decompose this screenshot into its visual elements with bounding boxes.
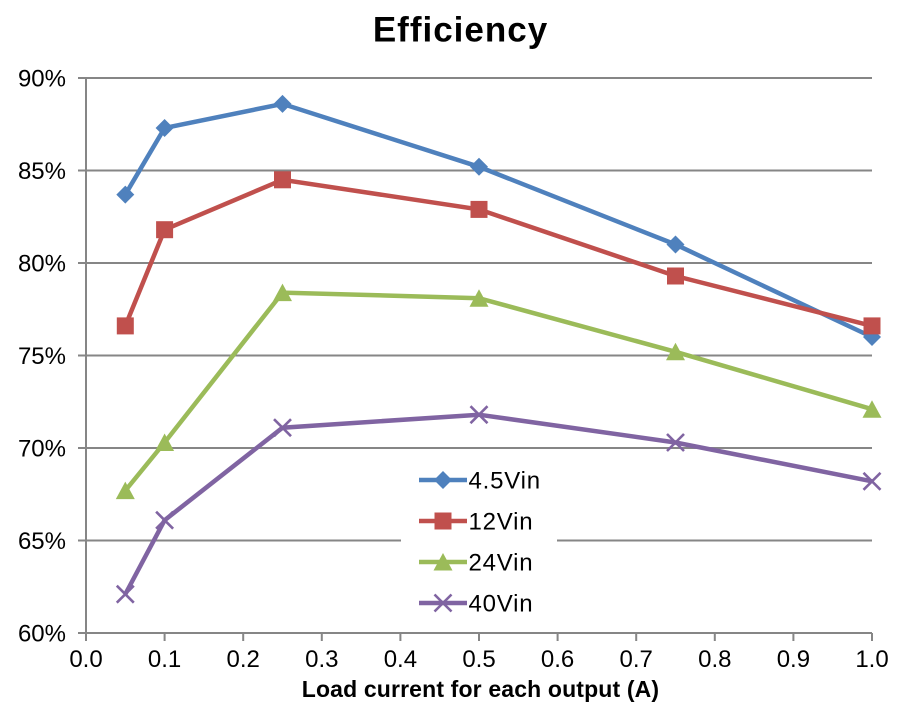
svg-text:85%: 85% bbox=[18, 158, 66, 185]
svg-text:65%: 65% bbox=[18, 528, 66, 555]
svg-text:0.8: 0.8 bbox=[698, 646, 731, 673]
svg-text:90%: 90% bbox=[18, 66, 66, 93]
svg-text:75%: 75% bbox=[18, 343, 66, 370]
svg-text:0.1: 0.1 bbox=[148, 646, 181, 673]
svg-text:0.6: 0.6 bbox=[541, 646, 574, 673]
svg-text:0.5: 0.5 bbox=[462, 646, 495, 673]
svg-text:0.4: 0.4 bbox=[384, 646, 417, 673]
svg-text:40Vin: 40Vin bbox=[469, 591, 534, 618]
svg-text:4.5Vin: 4.5Vin bbox=[469, 468, 541, 495]
svg-text:24Vin: 24Vin bbox=[469, 550, 534, 577]
svg-text:0.2: 0.2 bbox=[227, 646, 260, 673]
svg-text:Efficiency: Efficiency bbox=[373, 11, 548, 50]
svg-text:1.0: 1.0 bbox=[855, 646, 888, 673]
svg-text:70%: 70% bbox=[18, 436, 66, 463]
svg-text:80%: 80% bbox=[18, 251, 66, 278]
svg-text:0.7: 0.7 bbox=[620, 646, 653, 673]
svg-text:0.9: 0.9 bbox=[777, 646, 810, 673]
svg-text:0.0: 0.0 bbox=[69, 646, 102, 673]
svg-text:Load current for each output (: Load current for each output (A) bbox=[302, 676, 659, 702]
svg-text:60%: 60% bbox=[18, 621, 66, 648]
svg-text:12Vin: 12Vin bbox=[469, 509, 534, 536]
svg-text:0.3: 0.3 bbox=[305, 646, 338, 673]
